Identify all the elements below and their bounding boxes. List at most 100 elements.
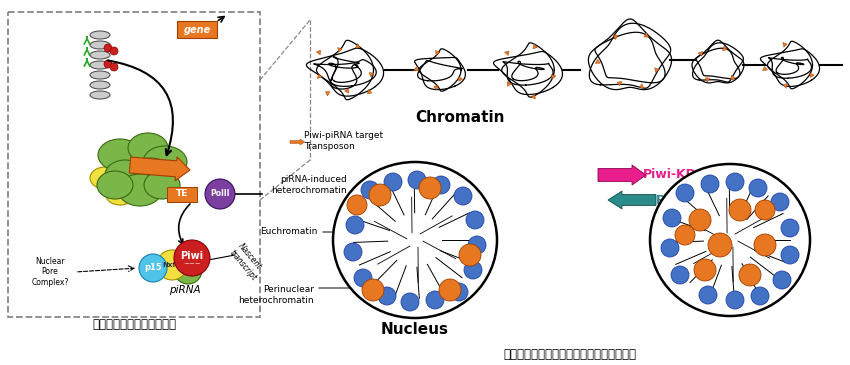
Circle shape [426, 291, 444, 309]
Ellipse shape [90, 71, 110, 79]
FancyArrow shape [507, 82, 512, 87]
FancyArrow shape [783, 42, 787, 47]
Circle shape [754, 234, 776, 256]
Circle shape [689, 209, 711, 231]
Ellipse shape [106, 185, 134, 205]
FancyArrow shape [316, 50, 320, 55]
Circle shape [739, 264, 761, 286]
Circle shape [671, 266, 689, 284]
FancyArrow shape [337, 47, 343, 52]
FancyArrow shape [317, 74, 322, 78]
Circle shape [694, 259, 716, 281]
Text: 遺伝子発現制御機構の理解: 遺伝子発現制御機構の理解 [92, 319, 176, 331]
Text: Piwi: Piwi [655, 193, 684, 207]
Circle shape [369, 184, 391, 206]
Ellipse shape [126, 158, 174, 192]
Text: Piwi-KD: Piwi-KD [643, 169, 697, 181]
Circle shape [104, 44, 112, 52]
Ellipse shape [118, 174, 162, 206]
FancyArrow shape [698, 51, 702, 56]
FancyArrow shape [730, 75, 735, 80]
Circle shape [378, 287, 396, 305]
FancyArrow shape [613, 35, 618, 40]
Circle shape [110, 47, 118, 55]
FancyArrow shape [533, 44, 537, 49]
Circle shape [408, 171, 426, 189]
Circle shape [459, 244, 481, 266]
FancyArrow shape [595, 59, 600, 64]
Circle shape [726, 291, 744, 309]
FancyArrow shape [355, 44, 360, 48]
Text: PolII: PolII [210, 189, 230, 199]
Circle shape [401, 293, 419, 311]
Circle shape [675, 225, 695, 245]
FancyArrowPatch shape [178, 204, 190, 244]
FancyArrow shape [435, 50, 439, 55]
Text: Euchromatin: Euchromatin [261, 227, 318, 237]
Circle shape [726, 173, 744, 191]
Text: Nxf2: Nxf2 [163, 262, 181, 268]
Ellipse shape [90, 61, 110, 69]
Circle shape [362, 279, 384, 301]
FancyArrow shape [369, 72, 374, 77]
Ellipse shape [97, 171, 133, 199]
Circle shape [701, 175, 719, 193]
Text: gene: gene [184, 25, 211, 35]
FancyArrow shape [434, 85, 438, 90]
Ellipse shape [105, 160, 145, 190]
Text: 三次元的なクロマチンポテンシャルの理解: 三次元的なクロマチンポテンシャルの理解 [503, 349, 637, 361]
Text: piRNA-induced
heterochromatin: piRNA-induced heterochromatin [271, 175, 347, 195]
Circle shape [346, 216, 364, 234]
Circle shape [354, 269, 372, 287]
Ellipse shape [90, 167, 120, 189]
FancyArrow shape [722, 46, 727, 51]
FancyArrow shape [458, 77, 462, 81]
FancyArrow shape [505, 51, 509, 55]
Ellipse shape [90, 51, 110, 59]
Circle shape [344, 243, 362, 261]
Circle shape [347, 195, 367, 215]
Text: Perinuclear
heterochromatin: Perinuclear heterochromatin [238, 285, 314, 305]
Circle shape [676, 184, 694, 202]
FancyArrow shape [643, 33, 649, 37]
Ellipse shape [90, 31, 110, 39]
Circle shape [384, 173, 402, 191]
FancyArrow shape [706, 78, 710, 82]
Text: Nascent
transcript: Nascent transcript [228, 242, 267, 283]
FancyArrow shape [552, 74, 556, 79]
FancyArrow shape [290, 139, 305, 145]
FancyArrow shape [326, 92, 330, 96]
Circle shape [699, 286, 717, 304]
Circle shape [781, 219, 799, 237]
Text: p15: p15 [144, 264, 162, 273]
Ellipse shape [333, 162, 497, 318]
Circle shape [157, 250, 187, 280]
FancyArrow shape [608, 191, 656, 209]
Circle shape [781, 246, 799, 264]
Circle shape [432, 176, 450, 194]
FancyArrow shape [367, 89, 372, 94]
FancyArrow shape [531, 94, 536, 99]
FancyArrow shape [762, 66, 768, 71]
FancyBboxPatch shape [167, 187, 197, 202]
Ellipse shape [144, 171, 180, 199]
Circle shape [751, 287, 769, 305]
Text: Nuclear
Pore
Complex?: Nuclear Pore Complex? [31, 257, 69, 287]
FancyArrow shape [783, 84, 787, 88]
Text: ~~~: ~~~ [184, 261, 201, 267]
Circle shape [205, 179, 235, 209]
Text: Chromatin: Chromatin [416, 111, 505, 126]
Circle shape [419, 177, 441, 199]
FancyArrow shape [810, 73, 814, 77]
Circle shape [464, 261, 482, 279]
Circle shape [454, 187, 472, 205]
Circle shape [755, 200, 775, 220]
Circle shape [661, 239, 679, 257]
Text: piRNA: piRNA [169, 285, 201, 295]
FancyArrow shape [639, 84, 643, 88]
Text: Piwi-piRNA target
Transposon: Piwi-piRNA target Transposon [304, 131, 383, 151]
Ellipse shape [650, 164, 810, 316]
Circle shape [439, 279, 461, 301]
Text: Piwi: Piwi [180, 251, 203, 261]
FancyArrow shape [129, 157, 190, 181]
